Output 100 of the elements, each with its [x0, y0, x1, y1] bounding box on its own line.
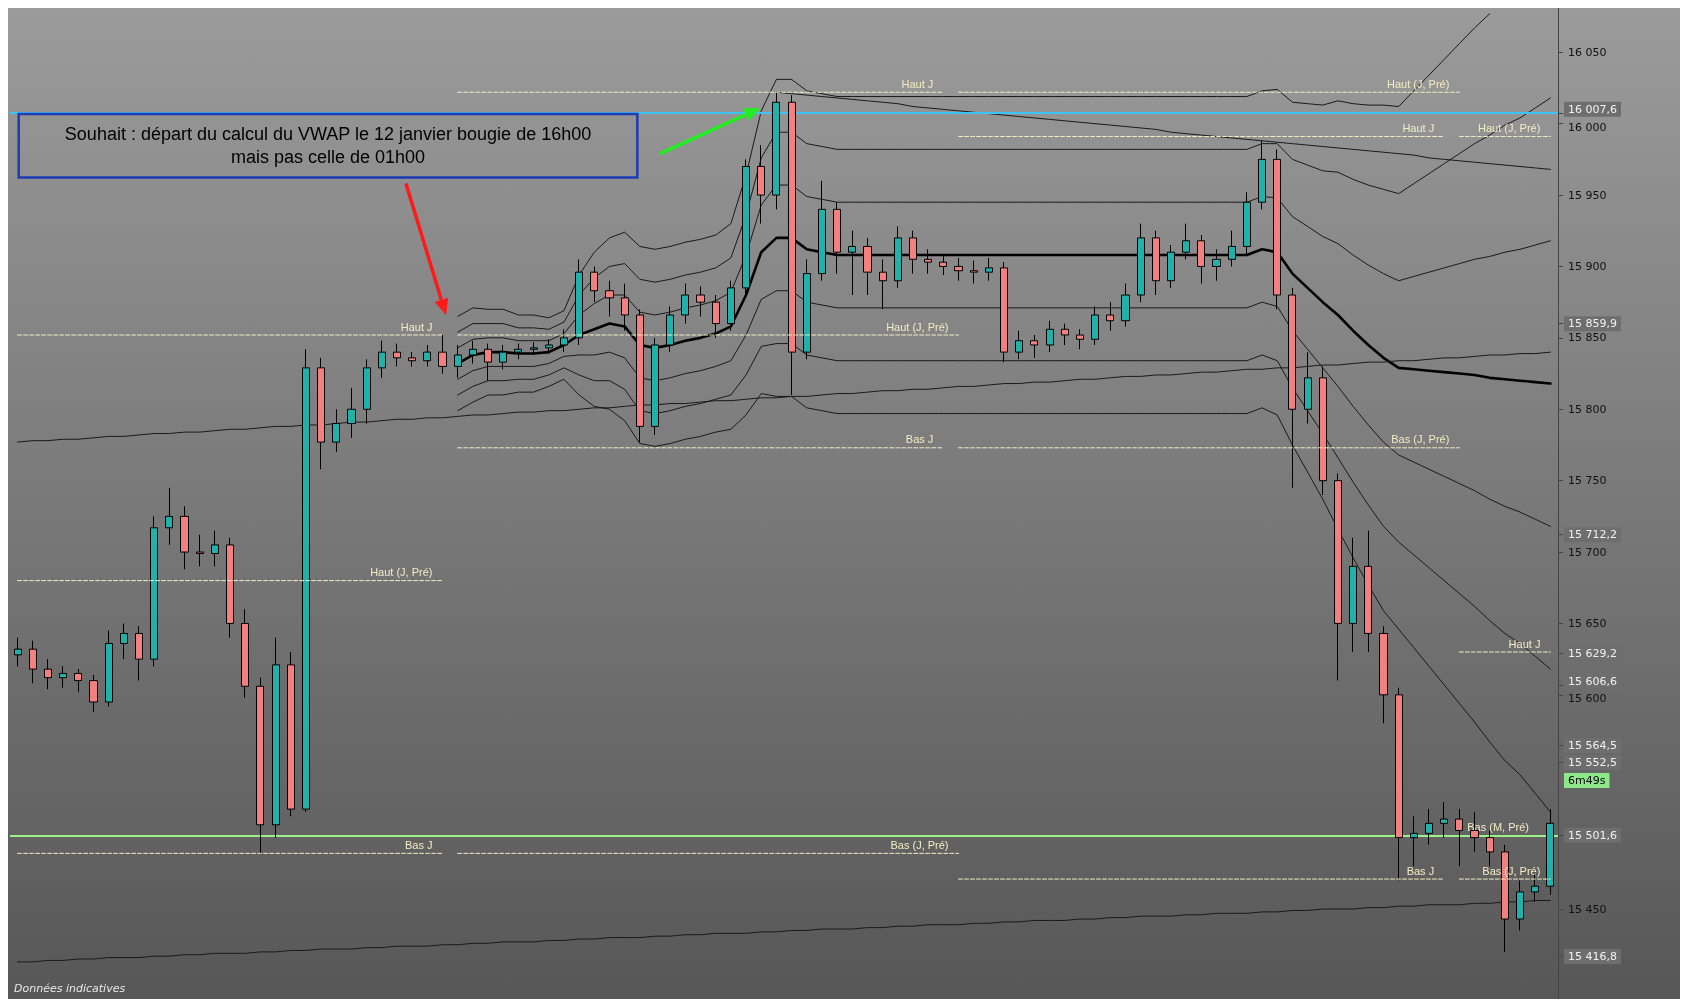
- candlestick: [499, 344, 507, 370]
- candlestick: [514, 343, 522, 360]
- candlestick: [803, 258, 811, 360]
- y-tick-label: 15 564,5: [1568, 739, 1617, 753]
- candlestick: [165, 487, 173, 546]
- candlestick: [438, 334, 447, 375]
- candlestick: [727, 280, 735, 332]
- candlestick: [180, 505, 189, 570]
- candlestick: [590, 265, 598, 303]
- candlestick: [621, 283, 629, 332]
- candlestick: [757, 144, 765, 225]
- candlestick: [1030, 334, 1038, 359]
- candlestick: [1546, 808, 1554, 896]
- y-tick-label: 15 850: [1568, 331, 1607, 345]
- series-label: Bas J: [405, 838, 433, 851]
- candlestick: [1379, 625, 1388, 724]
- candlestick: [378, 340, 386, 379]
- y-tick-label: 15 416,8: [1568, 949, 1617, 963]
- candlestick: [74, 668, 82, 693]
- candlestick: [1000, 261, 1008, 363]
- candlestick: [879, 258, 887, 310]
- candlestick: [105, 630, 113, 707]
- y-tick-label: 15 501,6: [1568, 828, 1617, 842]
- y-tick-label: 15 629,2: [1568, 646, 1617, 660]
- candlestick: [423, 344, 431, 367]
- annotation: Données indicatives: [14, 982, 126, 995]
- series-label: Bas J: [905, 433, 934, 446]
- y-tick-label: 15 900: [1568, 259, 1607, 273]
- series-label: Bas J: [1406, 864, 1435, 877]
- y-tick-label: 15 750: [1568, 474, 1607, 488]
- y-tick-label: 15 800: [1568, 402, 1607, 416]
- candlestick: [1061, 323, 1069, 346]
- y-tick-label: 15 450: [1568, 902, 1607, 916]
- candlestick: [1167, 244, 1175, 289]
- y-tick-label: 15 712,2: [1568, 528, 1617, 542]
- candlestick: [1091, 305, 1099, 346]
- candlestick: [575, 258, 583, 346]
- candlestick: [1395, 687, 1403, 881]
- candlestick: [1304, 351, 1312, 425]
- candlestick: [469, 340, 477, 365]
- series-label: Haut J: [901, 77, 934, 90]
- candlestick: [272, 637, 280, 839]
- candlestick: [1440, 801, 1448, 839]
- series-label: Haut (J, Pré): [370, 566, 433, 579]
- candlestick: [256, 677, 264, 854]
- y-tick-label: 15 600: [1568, 691, 1607, 705]
- annotation: Souhait : départ du calcul du VWAP le 12 janvier bougie de 16h00 mais pas celle de 01h00: [64, 124, 592, 168]
- candlestick: [135, 625, 143, 682]
- candlestick: [1319, 365, 1327, 496]
- series-label: Haut (J, Pré): [886, 320, 949, 333]
- candlestick: [970, 260, 978, 285]
- line-series: [457, 184, 1551, 349]
- series-label: Bas (J, Pré): [890, 838, 949, 851]
- candlestick: [939, 254, 947, 276]
- text: 6m49s: [1568, 774, 1606, 788]
- candlestick: [89, 674, 98, 713]
- candlestick: [1015, 330, 1023, 360]
- candlestick: [120, 622, 128, 660]
- candlestick: [1349, 537, 1357, 653]
- candlestick: [241, 608, 249, 699]
- candlestick: [317, 357, 325, 470]
- candlestick: [1288, 287, 1296, 489]
- candlestick: [1516, 879, 1524, 931]
- candlestick: [560, 328, 568, 353]
- candlestick: [408, 351, 416, 367]
- candlestick: [44, 658, 52, 690]
- candlestick: [545, 338, 553, 355]
- candlestick: [59, 665, 67, 689]
- candlestick: [1425, 808, 1433, 846]
- candlestick: [1212, 248, 1221, 282]
- series-label: Haut J: [1508, 637, 1541, 650]
- candlestick: [666, 305, 674, 353]
- candlestick: [150, 515, 158, 667]
- line-series: [17, 899, 1551, 963]
- candlestick: [1334, 473, 1342, 682]
- candlestick: [287, 651, 295, 817]
- candlestick: [696, 285, 705, 317]
- candlestick: [954, 257, 963, 282]
- y-tick-label: 15 552,5: [1568, 756, 1617, 770]
- series-label: Haut (J, Pré): [1478, 122, 1541, 135]
- y-tick-label: 16 000: [1568, 120, 1607, 134]
- candlestick: [484, 343, 492, 382]
- candlestick: [681, 283, 689, 325]
- candlestick: [196, 534, 204, 567]
- series-label: Haut J: [400, 320, 433, 333]
- y-tick-label: 16 050: [1568, 45, 1607, 59]
- candlestick: [302, 348, 310, 813]
- series-label: Bas (J, Pré): [1391, 433, 1450, 446]
- candlestick: [29, 640, 37, 684]
- candlestick: [985, 257, 993, 282]
- candlestick: [924, 248, 932, 275]
- y-tick-label: 15 700: [1568, 545, 1607, 559]
- candlestick: [363, 358, 371, 425]
- candlestick: [1106, 301, 1114, 332]
- candlestick: [772, 91, 780, 210]
- candlestick: [226, 537, 234, 639]
- candlestick: [347, 387, 356, 439]
- candlestick: [332, 408, 340, 453]
- candlestick: [1046, 320, 1054, 353]
- candlestick: [211, 530, 219, 567]
